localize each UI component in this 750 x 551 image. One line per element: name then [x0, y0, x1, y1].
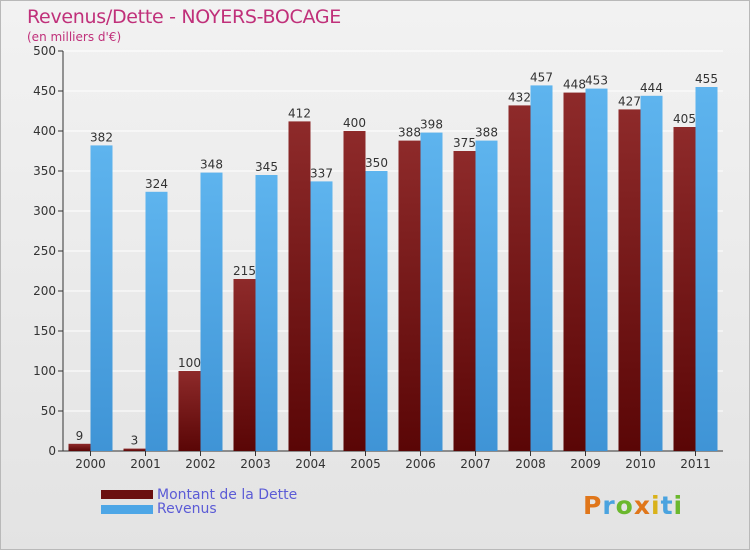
x-tick-label: 2003 [240, 457, 271, 471]
data-label-dette: 9 [76, 429, 84, 443]
data-label-dette: 448 [563, 78, 586, 92]
data-label-dette: 412 [288, 106, 311, 120]
x-tick-label: 2000 [75, 457, 106, 471]
x-tick-label: 2006 [405, 457, 436, 471]
data-label-revenus: 388 [475, 126, 498, 140]
data-label-dette: 388 [398, 126, 421, 140]
x-tick-label: 2002 [185, 457, 216, 471]
bar-dette [563, 92, 586, 451]
data-label-revenus: 382 [90, 130, 113, 144]
legend-swatch-dette [101, 490, 153, 499]
x-tick-label: 2007 [460, 457, 491, 471]
y-tick-label: 200 [33, 284, 56, 298]
bar-revenus [530, 85, 553, 452]
data-label-dette: 3 [131, 434, 139, 448]
data-label-revenus: 345 [255, 160, 278, 174]
data-label-revenus: 457 [530, 70, 553, 84]
bar-revenus [695, 87, 718, 451]
y-tick-label: 450 [33, 84, 56, 98]
data-label-dette: 400 [343, 116, 366, 130]
y-tick-label: 0 [48, 444, 56, 458]
bar-dette [508, 105, 531, 452]
bar-dette [618, 109, 641, 452]
bar-dette [288, 121, 311, 452]
data-label-revenus: 350 [365, 156, 388, 170]
grid-lines [63, 50, 723, 452]
logo-letter: t [660, 491, 674, 520]
x-tick-label: 2011 [680, 457, 711, 471]
bar-revenus [420, 132, 443, 451]
legend-swatch-revenus [101, 505, 153, 514]
bar-dette [343, 131, 366, 451]
bar-revenus [90, 145, 113, 451]
legend-label-revenus: Revenus [157, 501, 217, 517]
data-label-revenus: 324 [145, 177, 168, 191]
data-label-revenus: 337 [310, 166, 333, 180]
bar-dette [398, 140, 421, 451]
data-label-dette: 427 [618, 94, 641, 108]
bar-revenus [475, 140, 498, 451]
logo-letter: x [633, 491, 651, 520]
x-tick-label: 2008 [515, 457, 546, 471]
data-label-revenus: 444 [640, 81, 663, 95]
data-label-dette: 405 [673, 112, 696, 126]
bar-revenus [310, 181, 333, 451]
x-tick-label: 2009 [570, 457, 601, 471]
data-label-dette: 375 [453, 136, 476, 150]
x-tick-label: 2004 [295, 457, 326, 471]
data-label-revenus: 348 [200, 158, 223, 172]
bar-revenus [255, 175, 278, 451]
axes: 0 50 100 150 200 250 300 350 400 450 500 2000 2001 20… [33, 44, 723, 471]
bar-dette [68, 443, 91, 451]
data-label-revenus: 455 [695, 72, 718, 86]
bar-revenus [145, 191, 168, 452]
logo-letter: i [673, 491, 684, 520]
y-tick-label: 300 [33, 204, 56, 218]
proxiti-logo: Proxiti [583, 491, 683, 520]
x-tick-label: 2010 [625, 457, 656, 471]
x-tick-label: 2001 [130, 457, 161, 471]
data-labels: 9382332410034821534541233740035038839837… [76, 70, 718, 447]
bar-dette [453, 151, 476, 451]
bar-dette [178, 371, 201, 451]
data-label-dette: 215 [233, 264, 256, 278]
y-tick-label: 150 [33, 324, 56, 338]
data-label-revenus: 398 [420, 118, 443, 132]
logo-letter: o [615, 491, 634, 520]
y-tick-label: 100 [33, 364, 56, 378]
bar-dette [123, 448, 146, 451]
bar-dette [673, 127, 696, 451]
y-tick-label: 50 [41, 404, 56, 418]
logo-letter: P [583, 491, 603, 520]
y-tick-label: 500 [33, 44, 56, 58]
data-label-dette: 100 [178, 356, 201, 370]
logo-letter: r [602, 491, 616, 520]
bar-revenus [585, 88, 608, 451]
legend-label-dette: Montant de la Dette [157, 487, 298, 503]
logo-letter: i [651, 491, 661, 520]
y-tick-label: 250 [33, 244, 56, 258]
bar-revenus [365, 171, 388, 451]
data-label-revenus: 453 [585, 74, 608, 88]
data-label-dette: 432 [508, 90, 531, 104]
x-tick-label: 2005 [350, 457, 381, 471]
y-tick-label: 350 [33, 164, 56, 178]
y-tick-label: 400 [33, 124, 56, 138]
bar-revenus [200, 172, 223, 451]
bars [68, 85, 718, 452]
bar-revenus [640, 95, 663, 452]
bar-dette [233, 279, 256, 451]
chart-title: Revenus/Dette - NOYERS-BOCAGE [27, 6, 341, 28]
chart-subtitle: (en milliers d'€) [27, 30, 122, 44]
